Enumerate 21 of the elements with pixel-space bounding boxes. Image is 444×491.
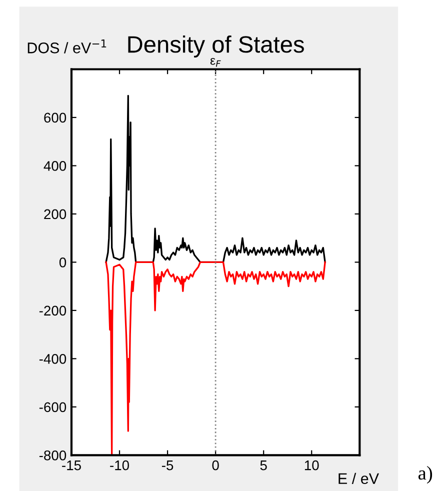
x-tick-label: -15: [62, 460, 81, 470]
y-tick-label: -400: [39, 354, 66, 364]
y-tick-label: -600: [39, 402, 66, 412]
line-series: [105, 94, 326, 264]
y-tick-label: -800: [39, 450, 66, 460]
x-tick-label: 5: [260, 460, 267, 470]
x-tick-label: 10: [304, 460, 319, 470]
y-tick-label: 400: [44, 161, 66, 171]
y-tick-label: -200: [39, 306, 66, 316]
y-tick-label: 200: [44, 209, 66, 220]
text: a): [418, 466, 432, 484]
chart-title: Density of States: [128, 35, 304, 58]
ref-line-label: ε$_{F}$: [210, 58, 221, 67]
x-axis-title: E / eV: [338, 472, 379, 484]
line-series: [105, 261, 326, 456]
x-tick-label: 0: [212, 460, 219, 470]
x-tick-label: -5: [162, 460, 174, 470]
y-tick-label: 0: [59, 258, 66, 268]
x-tick-label: -10: [110, 460, 130, 470]
y-tick-label: 600: [44, 112, 66, 123]
y-axis-title: DOS / eV$^{−1}$: [28, 40, 106, 54]
